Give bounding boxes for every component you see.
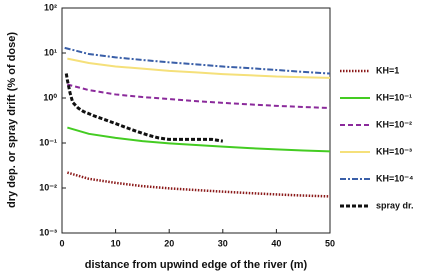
y-tick-label: 10⁻³	[39, 227, 57, 237]
legend-label: spray dr.	[376, 200, 414, 210]
legend-label: KH=10⁻⁴	[376, 173, 413, 183]
series-line	[67, 171, 331, 198]
y-tick-label: 10⁻¹	[39, 137, 57, 147]
x-tick-label: 40	[271, 238, 281, 248]
x-tick-label: 0	[59, 238, 64, 248]
series-line	[64, 46, 331, 75]
series-line	[67, 126, 331, 153]
plot-frame	[61, 7, 331, 234]
y-tick-label: 10⁻²	[39, 182, 57, 192]
x-axis-label: distance from upwind edge of the river (…	[85, 259, 308, 271]
y-axis-label: dry dep. or spray drift (% of dose)	[6, 32, 18, 208]
legend-label: KH=10⁻³	[376, 146, 412, 156]
legend-label: KH=1	[376, 65, 399, 75]
series-line	[64, 73, 224, 143]
x-tick-label: 10	[111, 238, 121, 248]
y-tick-label: 10²	[44, 2, 57, 12]
legend-label: KH=10⁻¹	[376, 92, 412, 102]
x-tick-label: 30	[218, 238, 228, 248]
series-line	[67, 83, 331, 109]
y-tick-label: 10⁰	[43, 92, 57, 102]
legend-label: KH=10⁻²	[376, 119, 412, 129]
series-line	[67, 57, 331, 79]
x-tick-label: 50	[325, 238, 335, 248]
x-tick-label: 20	[164, 238, 174, 248]
y-tick-label: 10¹	[44, 47, 57, 57]
